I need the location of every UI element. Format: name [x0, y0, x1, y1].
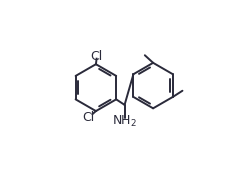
Text: NH$_2$: NH$_2$ [112, 114, 137, 129]
Text: Cl: Cl [90, 50, 103, 63]
Text: Cl: Cl [82, 111, 94, 124]
